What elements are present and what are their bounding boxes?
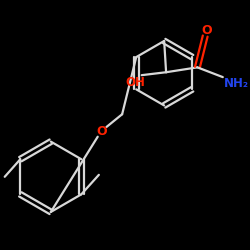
Text: O: O [96, 125, 107, 138]
Text: OH: OH [125, 76, 145, 88]
Text: NH₂: NH₂ [224, 78, 249, 90]
Text: O: O [202, 24, 212, 37]
